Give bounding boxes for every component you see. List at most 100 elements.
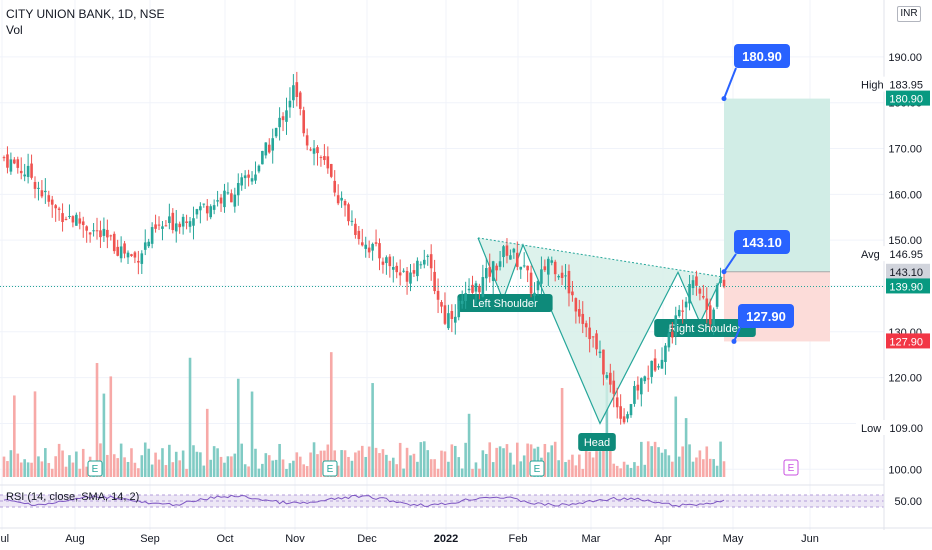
volume-bar [671,461,674,477]
candle-body [288,100,292,108]
rsi-band [0,495,884,507]
candle-body [168,216,171,224]
volume-bar [460,468,464,477]
time-axis[interactable]: Jul Aug Sep Oct Nov Dec 2022 Feb Mar Apr May Jun [0,527,932,545]
earnings-marker[interactable]: E [87,460,103,477]
candle-body [295,82,299,97]
right-shoulder-label[interactable]: Right Shoulder [654,319,756,337]
volume-bar [112,454,116,477]
candle-body [374,242,378,244]
candle-body [161,226,164,229]
volume-bar [298,456,302,477]
target-callout[interactable]: 180.90 [721,44,791,102]
target-price-tag[interactable]: 180.90 [886,90,930,106]
volume-bar [126,461,130,477]
candle-body [578,309,581,317]
volume-bar [395,464,399,477]
volume-bar [708,458,712,477]
price-axis[interactable]: 190.00180.00170.00160.00150.00140.00130.… [856,0,930,530]
candle-body [247,174,250,178]
candle-body [650,360,653,377]
volume-bar [522,455,526,477]
volume-bar [23,459,26,477]
candle-body [357,230,361,240]
candle-body [178,223,181,228]
candle-body [302,110,306,134]
candle-body [174,223,178,232]
left-shoulder-label[interactable]: Left Shoulder [457,294,553,312]
volume-bar [347,456,350,477]
candle-body [233,194,237,207]
head-label-bg [578,433,616,451]
candle-body [715,284,719,307]
candle-body [722,279,726,287]
candle-body [674,315,678,336]
rsi-pane [0,484,884,508]
volume-bar [498,446,502,477]
earnings-marker-upcoming[interactable]: E [783,459,799,476]
volume-bar [474,462,478,477]
candle-body [547,258,550,275]
candle-body [205,205,209,214]
period-low-label: Low [861,423,881,435]
stop-callout[interactable]: 127.90 [731,304,795,344]
currency-button[interactable]: INR [897,6,921,22]
candle-body [574,298,578,312]
entry-callout-bg [734,230,790,254]
volume-bar [374,447,378,477]
volume-bar [481,450,485,477]
earnings-marker[interactable]: E [529,460,545,477]
volume-bar [664,449,667,477]
volume-bar [95,363,99,477]
head-shoulders-pattern[interactable]: Left Shoulder Head Right Shoulder [457,237,756,451]
volume-bar [464,442,467,477]
volume-bar [33,391,37,477]
volume-bar [667,455,671,477]
entry-price-tag[interactable]: 143.10 [886,263,930,279]
candle-body [309,149,312,151]
volume-bar [2,456,6,477]
volume-legend[interactable]: Vol [6,23,23,37]
candle-body [681,310,684,312]
entry-callout[interactable]: 143.10 [721,230,791,275]
last-price-tag[interactable]: 139.90 [886,278,930,294]
volume-bar [257,468,261,477]
candle-body [13,159,16,164]
candle-body [540,269,543,284]
candle-body [509,255,512,260]
volume-bar [181,450,185,477]
volume-bar [457,457,461,477]
time-tick-label: Mar [582,533,601,545]
stop-price-tag[interactable]: 127.90 [886,333,930,349]
volume-bar [78,468,82,477]
volume-bar [364,456,368,477]
price-tick-label: 100.00 [888,464,922,476]
candle-body [443,305,447,324]
rsi-legend[interactable]: RSI (14, close, SMA, 14, 2) [6,491,140,503]
volume-bar [16,453,20,477]
candle-body [81,221,85,226]
earnings-marker[interactable]: E [322,460,338,477]
volume-bar [168,444,171,477]
volume-bar [660,452,664,477]
candle-body [416,260,419,277]
earnings-marker-box [322,460,338,477]
volume-bar [50,468,54,477]
candle-body [595,333,598,350]
candle-body [319,157,323,159]
right-shoulder-label-bg [654,319,756,337]
symbol-title[interactable]: CITY UNION BANK, 1D, NSE [6,7,165,21]
candle-body [588,327,591,340]
head-label[interactable]: Head [578,433,616,451]
volume-bar [68,455,71,477]
candle-body [240,177,244,186]
volume-bar [343,450,347,477]
volume-bar [123,457,126,477]
volume-bar [302,464,306,477]
time-tick-label: May [723,533,744,545]
volume-bar [591,457,595,477]
candle-body [405,270,409,282]
volume-bar [264,453,268,477]
